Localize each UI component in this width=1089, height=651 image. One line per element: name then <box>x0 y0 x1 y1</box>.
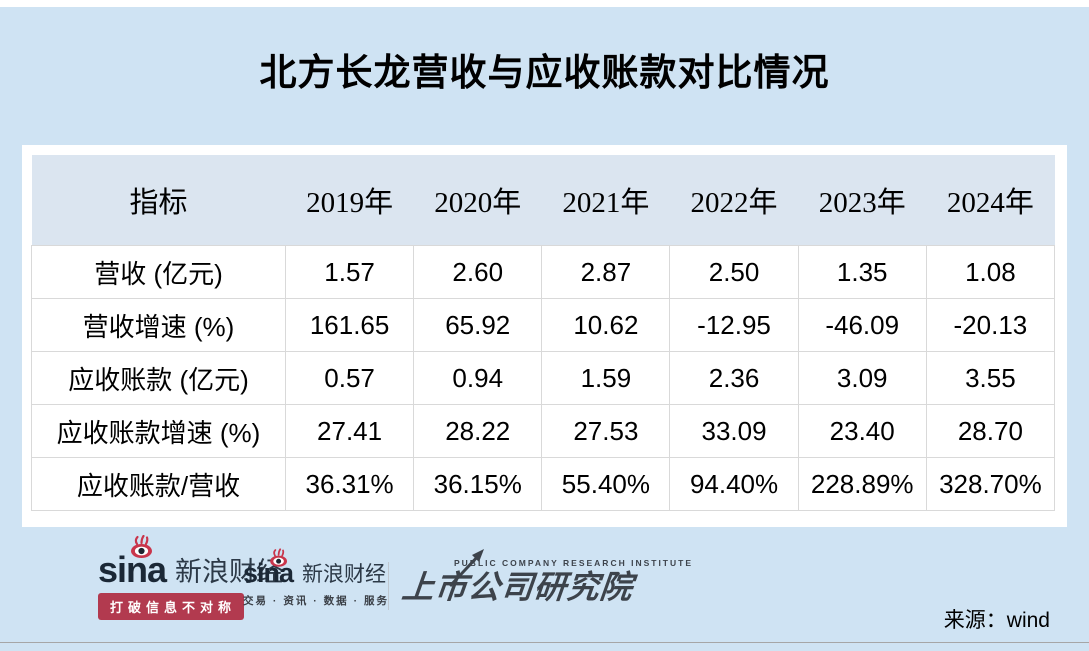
table-row: 应收账款增速 (%) 27.41 28.22 27.53 33.09 23.40 28.70 <box>31 404 1056 458</box>
table-row: 应收账款/营收 36.31% 36.15% 55.40% 94.40% 228.89% 32… <box>31 457 1056 511</box>
value-cell: 36.31% <box>284 457 415 511</box>
sina-eye-icon <box>270 548 287 567</box>
table-row: 应收账款 (亿元) 0.57 0.94 1.59 2.36 3.09 3.55 <box>31 351 1056 405</box>
value-cell: 28.22 <box>413 404 543 458</box>
year-column-header: 2021年 <box>541 155 670 246</box>
value-cell: 1.35 <box>797 245 927 299</box>
sina-wordmark-row: sina 新浪财经 <box>243 548 389 587</box>
value-cell: 3.55 <box>925 351 1056 405</box>
sina-finance-logo-primary: sina 新浪财经 打破信息不对称 <box>98 535 284 620</box>
value-cell: 328.70% <box>925 457 1056 511</box>
value-cell: 28.70 <box>925 404 1056 458</box>
year-column-header: 2023年 <box>798 155 927 246</box>
value-cell: 27.41 <box>284 404 415 458</box>
value-cell: 1.59 <box>541 351 671 405</box>
institute-chinese-name: 上市公司研究院 <box>400 569 635 605</box>
value-cell: 10.62 <box>541 298 671 352</box>
table-row: 营收 (亿元) 1.57 2.60 2.87 2.50 1.35 1.08 <box>31 245 1056 299</box>
arrow-up-right-icon <box>448 549 484 588</box>
value-cell: 36.15% <box>413 457 543 511</box>
value-cell: -12.95 <box>669 298 799 352</box>
value-cell: 2.50 <box>669 245 799 299</box>
sina-finance-logo-secondary: sina 新浪财经 交易 · 资讯 · 数据 · 服务 <box>243 548 389 608</box>
value-cell: 94.40% <box>669 457 799 511</box>
top-white-strip <box>0 0 1089 7</box>
sina-brand-text: sina <box>98 549 167 590</box>
value-cell: 161.65 <box>284 298 415 352</box>
bottom-divider <box>0 642 1089 643</box>
institute-english-name: PUBLIC COMPANY RESEARCH INSTITUTE <box>454 558 694 568</box>
year-column-header: 2020年 <box>413 155 542 246</box>
value-cell: 65.92 <box>413 298 543 352</box>
sina-finance-name: 新浪财经 <box>175 557 284 587</box>
source-label: 来源：wind <box>943 609 1050 632</box>
value-cell: 228.89% <box>797 457 927 511</box>
table-header-row: 指标 2019年 2020年 2021年 2022年 2023年 2024年 <box>31 155 1055 246</box>
value-cell: 33.09 <box>669 404 799 458</box>
value-cell: 0.57 <box>284 351 415 405</box>
value-cell: 3.09 <box>797 351 927 405</box>
sina-eye-icon <box>131 535 152 558</box>
value-cell: 0.94 <box>413 351 543 405</box>
indicator-column-header: 指标 <box>31 155 286 246</box>
research-institute-logo: PUBLIC COMPANY RESEARCH INSTITUTE 上市公司研究… <box>400 549 694 605</box>
value-cell: 55.40% <box>541 457 671 511</box>
sina-services-tagline: 交易 · 资讯 · 数据 · 服务 <box>243 595 389 607</box>
row-label: 应收账款 (亿元) <box>31 351 286 405</box>
table-row: 营收增速 (%) 161.65 65.92 10.62 -12.95 -46.09 -20.… <box>31 298 1056 352</box>
sina-slogan-badge: 打破信息不对称 <box>98 593 245 620</box>
value-cell: 2.60 <box>413 245 543 299</box>
row-label: 营收 (亿元) <box>31 245 286 299</box>
sina-wordmark-row: sina 新浪财经 <box>98 535 284 590</box>
sina-finance-name: 新浪财经 <box>302 563 387 586</box>
value-cell: 27.53 <box>541 404 671 458</box>
value-cell: 2.36 <box>669 351 799 405</box>
year-column-header: 2024年 <box>926 155 1055 246</box>
year-column-header: 2019年 <box>285 155 414 246</box>
logo-divider <box>388 562 389 610</box>
value-cell: 1.08 <box>925 245 1056 299</box>
row-label: 应收账款增速 (%) <box>31 404 286 458</box>
value-cell: 1.57 <box>284 245 415 299</box>
year-column-header: 2022年 <box>669 155 799 246</box>
value-cell: 2.87 <box>541 245 671 299</box>
page-title: 北方长龙营收与应收账款对比情况 <box>259 52 830 93</box>
value-cell: -46.09 <box>797 298 927 352</box>
value-cell: -20.13 <box>925 298 1056 352</box>
row-label: 营收增速 (%) <box>31 298 286 352</box>
data-table: 指标 2019年 2020年 2021年 2022年 2023年 2024年 营收 (亿元)… <box>31 155 1056 511</box>
value-cell: 23.40 <box>797 404 927 458</box>
table-panel: 指标 2019年 2020年 2021年 2022年 2023年 2024年 营收 (亿元)… <box>22 145 1067 527</box>
row-label: 应收账款/营收 <box>31 457 286 511</box>
